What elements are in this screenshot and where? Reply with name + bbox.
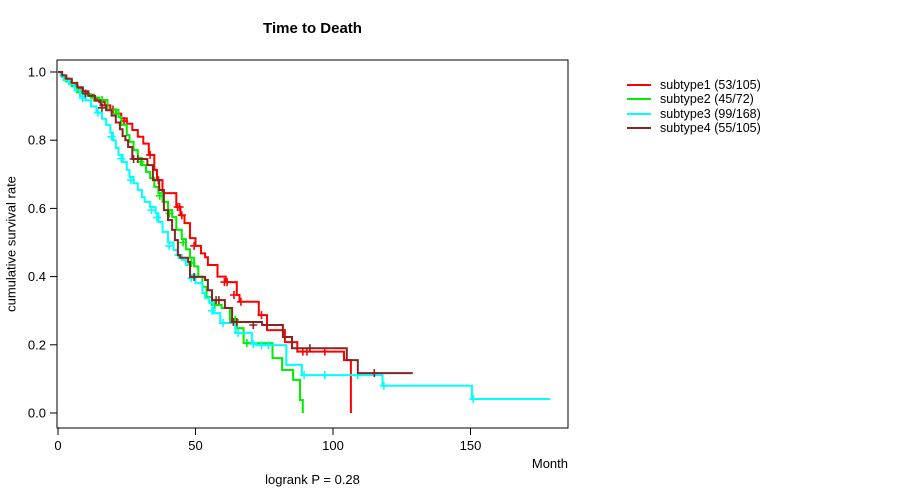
legend: subtype1 (53/105) subtype2 (45/72) subtype… — [627, 78, 761, 135]
y-tick-label: 0.6 — [28, 201, 46, 216]
legend-item-subtype2: subtype2 (45/72) — [627, 92, 761, 106]
legend-item-subtype1: subtype1 (53/105) — [627, 78, 761, 92]
censor-marks-subtype1 — [109, 105, 329, 356]
legend-item-subtype3: subtype3 (99/168) — [627, 107, 761, 121]
y-tick-label: 0.0 — [28, 406, 46, 421]
legend-line-subtype4 — [627, 127, 651, 130]
x-axis-label: Month — [531, 456, 568, 471]
curve-subtype1 — [58, 71, 352, 413]
x-tick-label: 100 — [322, 438, 344, 453]
legend-label-subtype4: subtype4 (55/105) — [660, 121, 761, 136]
x-tick-label: 150 — [460, 438, 482, 453]
censor-marks-subtype3 — [78, 94, 478, 403]
legend-line-subtype1 — [627, 84, 651, 87]
y-axis-label: cumulative survival rate — [3, 176, 19, 312]
plot-box — [56, 59, 569, 429]
x-tick-label: 50 — [188, 438, 202, 453]
legend-label-subtype3: subtype3 (99/168) — [660, 106, 761, 121]
y-tick-label: 0.4 — [28, 269, 46, 284]
curve-subtype3 — [58, 71, 551, 400]
legend-line-subtype2 — [627, 98, 651, 101]
x-tick-label: 0 — [54, 438, 61, 453]
y-tick-label: 0.8 — [28, 133, 46, 148]
logrank-pvalue: logrank P = 0.28 — [265, 472, 360, 487]
curve-subtype4 — [58, 71, 413, 375]
y-tick-label: 0.2 — [28, 337, 46, 352]
censor-marks-subtype4 — [81, 89, 379, 378]
y-tick-label: 1.0 — [28, 65, 46, 80]
chart-title: Time to Death — [263, 20, 362, 37]
legend-item-subtype4: subtype4 (55/105) — [627, 121, 761, 135]
legend-line-subtype3 — [627, 112, 651, 115]
legend-label-subtype2: subtype2 (45/72) — [660, 92, 754, 107]
legend-label-subtype1: subtype1 (53/105) — [660, 78, 761, 93]
